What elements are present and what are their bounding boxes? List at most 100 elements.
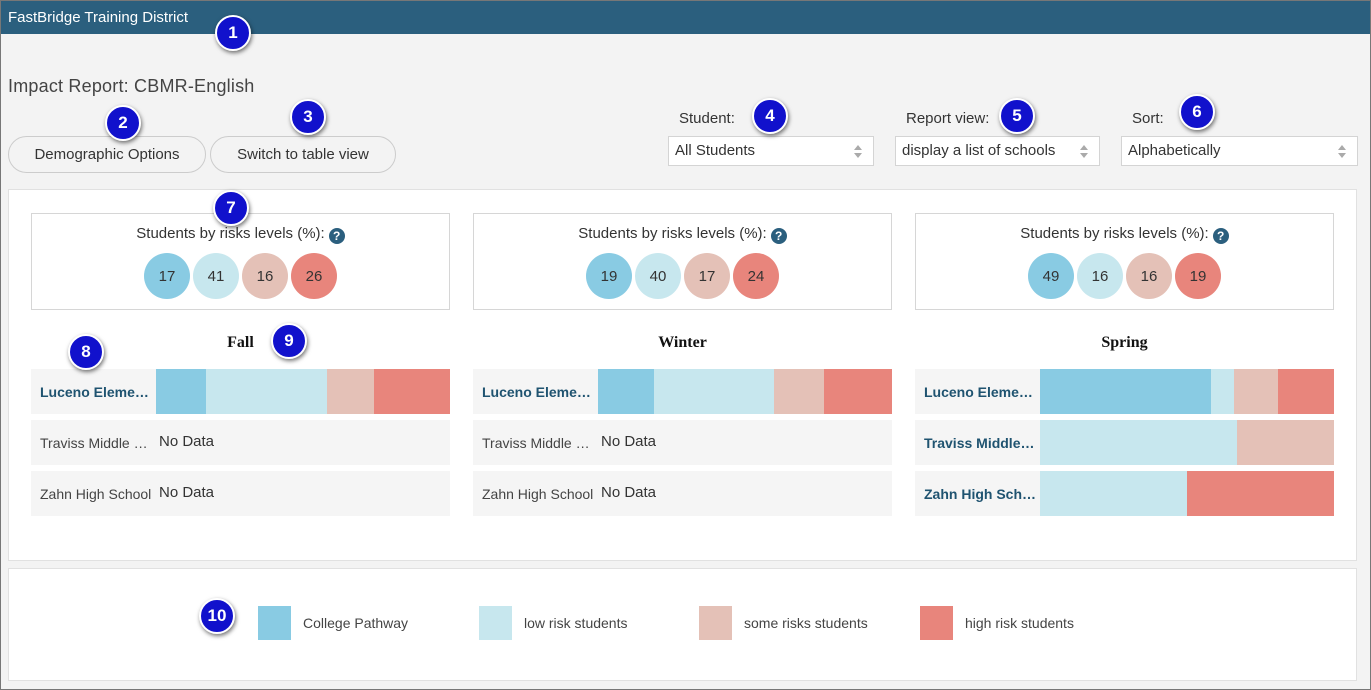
risk-levels-box: Students by risks levels (%):? 19 40 17 … [473,213,892,310]
page-title: Impact Report: CBMR-English [8,76,255,96]
legend-label: high risk students [965,615,1074,631]
help-icon[interactable]: ? [770,228,787,244]
school-name: Luceno Elementary School [482,384,594,400]
risk-levels-box: Students by risks levels (%):? 17 41 16 … [31,213,450,310]
school-row[interactable]: Luceno Elementary School [31,369,450,414]
risk-circle-college: 49 [1028,253,1074,299]
legend-label: some risks students [744,615,868,631]
season-title: Spring [1101,334,1148,351]
bar-segment-college-pathway [156,369,206,414]
select-arrows-icon [1080,145,1088,158]
bar-segment-high-risk [373,369,450,414]
report-view-label: Report view: [906,110,990,127]
bar-segment-college-pathway [1040,369,1211,414]
annotation-marker-9: 9 [271,323,307,359]
bar-segment-college-pathway [598,369,654,414]
risk-circles: 17 41 16 26 [32,253,449,299]
school-name: Traviss Middle School [924,435,1036,451]
bar-segment-low-risk [205,369,327,414]
school-name: Zahn High School [482,486,594,502]
risk-circle-some: 16 [242,253,288,299]
risk-circle-low: 40 [635,253,681,299]
risk-circle-college: 19 [586,253,632,299]
report-view-select[interactable]: display a list of schools [895,136,1100,166]
no-data-text: No Data [159,433,215,450]
school-row[interactable]: Zahn High School [915,471,1334,516]
annotation-marker-4: 4 [752,98,788,134]
top-bar: FastBridge Training District [1,1,1370,34]
risk-levels-title: Students by risks levels (%):? [474,225,891,244]
risk-circle-high: 26 [291,253,337,299]
demographic-options-button[interactable]: Demographic Options [8,136,206,173]
season-title: Winter [658,334,707,351]
bar-segment-high-risk [1278,369,1334,414]
risk-circles: 49 16 16 19 [916,253,1333,299]
school-row[interactable]: Traviss Middle School No Data [31,420,450,465]
annotation-marker-2: 2 [105,105,141,141]
annotation-marker-5: 5 [999,98,1035,134]
no-data-text: No Data [601,433,657,450]
sort-label: Sort: [1132,110,1164,127]
school-name: Traviss Middle School [40,435,152,451]
risk-levels-title: Students by risks levels (%):? [916,225,1333,244]
school-row[interactable]: Traviss Middle School [915,420,1334,465]
risk-circle-some: 16 [1126,253,1172,299]
school-row[interactable]: Luceno Elementary School [915,369,1334,414]
select-arrows-icon [1338,145,1346,158]
school-row[interactable]: Luceno Elementary School [473,369,892,414]
help-icon[interactable]: ? [1212,228,1229,244]
annotation-marker-1: 1 [215,15,251,51]
school-name: Zahn High School [924,486,1036,502]
bar-segment-some-risks [774,369,825,414]
bar-segment-low-risk [1040,420,1237,465]
risk-circle-high: 19 [1175,253,1221,299]
legend-item-some-risks: some risks students [699,606,868,640]
annotation-marker-8: 8 [68,334,104,370]
legend-item-college-pathway: College Pathway [258,606,408,640]
legend-label: low risk students [524,615,628,631]
legend-swatch [699,606,732,640]
risk-bar [1040,471,1334,516]
switch-table-view-button[interactable]: Switch to table view [210,136,396,173]
select-arrows-icon [854,145,862,158]
risk-circles: 19 40 17 24 [474,253,891,299]
bar-segment-high-risk [1187,471,1334,516]
sort-select[interactable]: Alphabetically [1121,136,1358,166]
student-select[interactable]: All Students [668,136,874,166]
risk-circle-low: 41 [193,253,239,299]
school-name: Luceno Elementary School [924,384,1036,400]
risk-circle-low: 16 [1077,253,1123,299]
risk-levels-title: Students by risks levels (%):? [32,225,449,244]
bar-segment-some-risks [326,369,374,414]
legend-label: College Pathway [303,615,409,631]
bar-segment-some-risks [1236,420,1334,465]
bar-segment-high-risk [824,369,892,414]
risk-bar [156,369,450,414]
legend-swatch [479,606,512,640]
legend-item-high-risk: high risk students [920,606,1074,640]
annotation-marker-6: 6 [1179,94,1215,130]
legend-item-low-risk: low risk students [479,606,627,640]
annotation-marker-10: 10 [199,598,235,634]
risk-levels-box: Students by risks levels (%):? 49 16 16 … [915,213,1334,310]
bar-segment-low-risk [1040,471,1187,516]
sort-select-value: Alphabetically [1128,142,1221,159]
report-view-select-value: display a list of schools [902,142,1056,159]
risk-bar [1040,369,1334,414]
student-filter-label: Student: [679,110,735,127]
annotation-marker-3: 3 [290,99,326,135]
legend-swatch [258,606,291,640]
school-row[interactable]: Traviss Middle School No Data [473,420,892,465]
risk-bar [1040,420,1334,465]
help-icon[interactable]: ? [328,228,345,244]
no-data-text: No Data [159,484,215,501]
bar-segment-low-risk [1210,369,1235,414]
district-name: FastBridge Training District [8,9,189,26]
risk-circle-some: 17 [684,253,730,299]
risk-circle-high: 24 [733,253,779,299]
school-row[interactable]: Zahn High School No Data [31,471,450,516]
bar-segment-low-risk [653,369,775,414]
season-title: Fall [227,334,254,351]
student-select-value: All Students [675,142,756,159]
school-row[interactable]: Zahn High School No Data [473,471,892,516]
